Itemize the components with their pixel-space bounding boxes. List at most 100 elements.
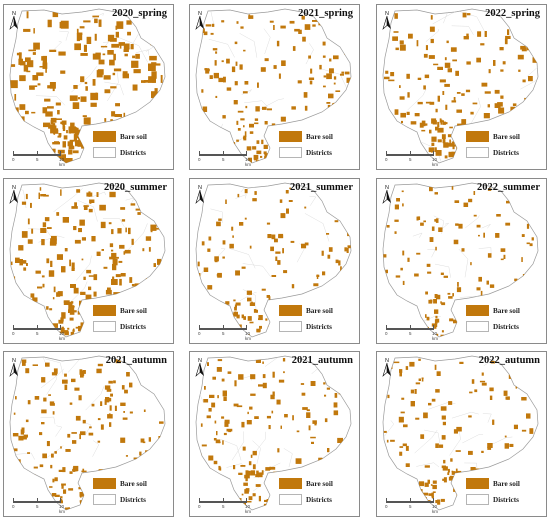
bare-soil-patch [441, 120, 444, 122]
bare-soil-patch [399, 369, 403, 373]
bare-soil-patch [151, 71, 157, 79]
districts-swatch [93, 147, 116, 158]
bare-soil-patch [85, 503, 88, 509]
bare-soil-patch [453, 239, 459, 245]
bare-soil-patch [19, 259, 23, 266]
bare-soil-patch [215, 482, 221, 485]
legend-label: Bare soil [493, 306, 520, 315]
scale-bar: 0 5 10 km [10, 498, 68, 514]
bare-soil-patch [476, 287, 481, 291]
bare-soil-patch [109, 422, 112, 427]
bare-soil-patch [214, 256, 219, 262]
bare-soil-patch [66, 130, 68, 134]
bare-soil-patch [478, 276, 482, 282]
bare-soil-patch [496, 120, 501, 125]
bare-soil-patch [238, 374, 244, 380]
bare-soil-patch [235, 302, 241, 306]
bare-soil-patch [69, 317, 74, 321]
bare-soil-patch [76, 129, 83, 134]
bare-soil-patch [337, 437, 343, 443]
bare-soil-patch [458, 223, 463, 229]
bare-soil-patch [433, 63, 439, 66]
scale-label: 0 [12, 504, 15, 509]
bare-soil-patch [245, 470, 249, 476]
bare-soil-patch [76, 28, 79, 35]
bare-soil-patch [135, 53, 140, 59]
legend-item-districts: Districts [466, 146, 536, 159]
bare-soil-patch [498, 107, 505, 114]
bare-soil-patch [265, 318, 268, 321]
bare-soil-patch [48, 394, 51, 396]
bare-soil-patch [481, 82, 488, 87]
bare-soil-patch [91, 236, 96, 242]
bare-soil-patch [104, 89, 111, 94]
bare-soil-patch [125, 455, 128, 457]
bare-soil-patch [39, 464, 44, 468]
bare-soil-patch [222, 240, 226, 245]
bare-soil-patch [42, 222, 47, 228]
bare-soil-patch [197, 261, 200, 267]
legend-label: Districts [306, 495, 332, 504]
legend-item-districts: Districts [279, 146, 349, 159]
bare-soil-patch [402, 203, 404, 207]
districts-swatch [279, 494, 302, 505]
bare-soil-patch [196, 293, 199, 297]
bare-soil-patch [79, 495, 82, 498]
bare-soil-patch [265, 467, 271, 471]
north-arrow-icon: N [381, 9, 393, 31]
bare-soil-patch [151, 295, 155, 300]
bare-soil-patch [328, 247, 333, 252]
bare-soil-patch [523, 206, 525, 212]
bare-soil-patch [217, 359, 223, 362]
bare-soil-patch [27, 239, 33, 244]
legend-label: Bare soil [493, 132, 520, 141]
bare-soil-patch [270, 475, 276, 481]
bare-soil-patch [332, 19, 336, 22]
bare-soil-patch [282, 358, 286, 362]
bare-soil-patch [148, 247, 151, 252]
legend-label: Districts [306, 322, 332, 331]
bare-soil-patch [52, 85, 55, 92]
bare-soil-patch [202, 478, 205, 484]
bare-soil-patch [119, 244, 125, 249]
bare-soil-patch [448, 143, 454, 147]
bare-soil-patch [335, 259, 339, 264]
bare-soil-patch [96, 251, 101, 256]
districts-swatch [466, 321, 489, 332]
bare-soil-patch [526, 376, 531, 378]
bare-soil-patch [323, 459, 326, 466]
bare-soil-patch [150, 224, 157, 231]
bare-soil-patch [39, 66, 44, 68]
bare-soil-patch [290, 240, 295, 243]
bare-soil-patch [518, 24, 524, 30]
districts-swatch [93, 321, 116, 332]
bare-soil-patch [88, 286, 92, 291]
bare-soil-patch [70, 331, 75, 337]
bare-soil-patch [205, 24, 212, 27]
bare-soil-patch [49, 49, 57, 52]
bare-soil-patch [243, 125, 245, 128]
bare-soil-patch [534, 105, 538, 108]
bare-soil-patch [401, 190, 404, 193]
bare-soil-patch [442, 137, 446, 144]
bare-soil-patch [258, 495, 261, 502]
bare-soil-patch [226, 58, 230, 64]
bare-soil-patch [119, 44, 122, 49]
bare-soil-patch [52, 411, 55, 415]
bare-soil-patch [23, 64, 29, 72]
bare-soil-patch [399, 85, 401, 88]
map-panel: N 2020_summer Bare soil Districts 0 5 10 km [3, 178, 174, 344]
bare-soil-patch [32, 75, 39, 81]
bare-soil-patch [244, 189, 248, 194]
panel-title: 2021_spring [298, 8, 353, 19]
bare-soil-patch [385, 269, 388, 274]
bare-soil-patch [261, 288, 266, 291]
north-arrow-icon: N [8, 356, 20, 378]
bare-soil-patch [432, 119, 436, 124]
bare-soil-patch [201, 444, 207, 447]
bare-soil-patch [78, 97, 80, 100]
bare-soil-patch [435, 218, 439, 223]
bare-soil-patch [441, 415, 446, 420]
bare-soil-patch [346, 77, 351, 83]
bare-soil-patch [45, 111, 53, 117]
